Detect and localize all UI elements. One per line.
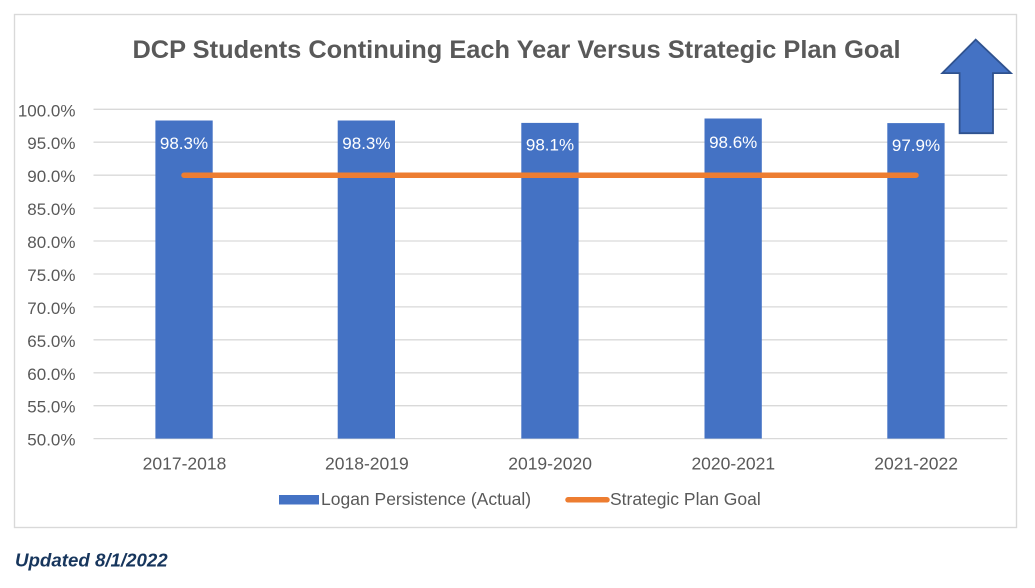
svg-text:2019-2020: 2019-2020 (508, 454, 592, 474)
svg-text:2017-2018: 2017-2018 (143, 454, 227, 474)
svg-text:Logan Persistence (Actual): Logan Persistence (Actual) (321, 489, 531, 509)
svg-text:75.0%: 75.0% (27, 266, 75, 285)
svg-text:2020-2021: 2020-2021 (691, 454, 775, 474)
svg-text:85.0%: 85.0% (27, 200, 75, 219)
svg-text:65.0%: 65.0% (27, 332, 75, 351)
svg-text:80.0%: 80.0% (27, 233, 75, 252)
svg-text:Strategic Plan Goal: Strategic Plan Goal (610, 489, 761, 509)
svg-text:2021-2022: 2021-2022 (874, 454, 958, 474)
svg-text:Updated 8/1/2022: Updated 8/1/2022 (15, 550, 168, 571)
svg-text:100.0%: 100.0% (18, 101, 76, 120)
svg-text:90.0%: 90.0% (27, 167, 75, 186)
svg-text:95.0%: 95.0% (27, 134, 75, 153)
svg-text:DCP Students Continuing Each Y: DCP Students Continuing Each Year Versus… (132, 36, 900, 64)
svg-text:97.9%: 97.9% (892, 136, 940, 155)
svg-text:98.6%: 98.6% (709, 133, 757, 152)
svg-text:2018-2019: 2018-2019 (325, 454, 409, 474)
svg-text:98.3%: 98.3% (160, 134, 208, 153)
svg-text:70.0%: 70.0% (27, 299, 75, 318)
svg-text:98.1%: 98.1% (526, 135, 574, 154)
svg-text:60.0%: 60.0% (27, 365, 75, 384)
svg-text:98.3%: 98.3% (342, 134, 390, 153)
svg-text:55.0%: 55.0% (27, 398, 75, 417)
svg-text:50.0%: 50.0% (27, 431, 75, 450)
